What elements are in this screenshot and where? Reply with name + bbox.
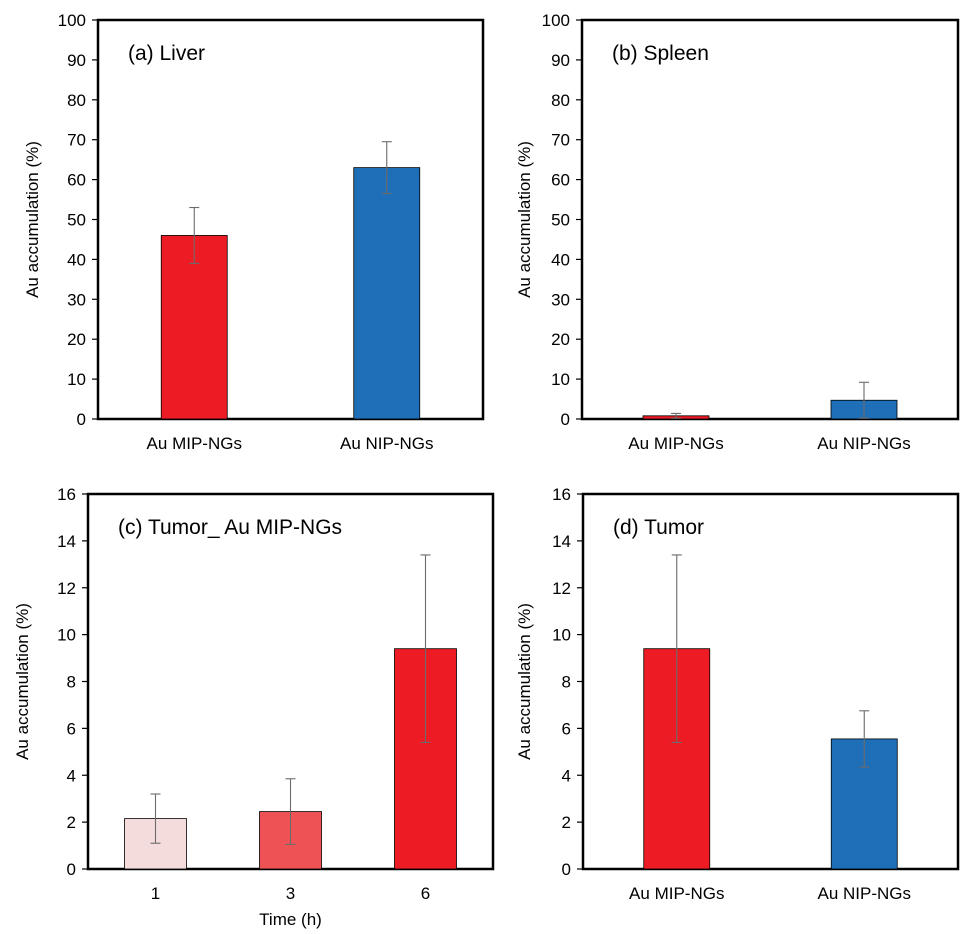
panel0-y-tick-label: 50 — [67, 211, 86, 230]
panel0-category-label-0: Au MIP-NGs — [147, 434, 242, 453]
panel0-y-tick-label: 40 — [67, 250, 86, 269]
panel3-y-tick-label: 16 — [552, 485, 571, 504]
panel1-y-tick-label: 50 — [551, 211, 570, 230]
panel3-y-tick-label: 8 — [562, 673, 571, 692]
panel0-error-bar-0 — [189, 206, 200, 264]
panel-c-tumor-time: 0 2 4 6 8 10 12 14 16 1 3 6 (c) Tumor_ Au MIP-NGs Au … — [13, 485, 495, 929]
panel2-title: (c) Tumor_ Au MIP-NGs — [118, 516, 342, 539]
panel2-y-tick-label: 14 — [57, 532, 76, 551]
panel1-y-tick-label: 10 — [551, 370, 570, 389]
panel0-y-tick-label: 0 — [77, 410, 86, 429]
panel1-y-axis-title: Au accumulation (%) — [515, 141, 534, 298]
panel2-error-bar-1 — [285, 778, 296, 845]
panel2-y-tick-label: 2 — [67, 813, 76, 832]
panel1-category-label-1: Au NIP-NGs — [817, 434, 911, 453]
panel2-y-tick-label: 4 — [67, 766, 76, 785]
panel-d-tumor: 0 2 4 6 8 10 12 14 16 Au MIP-NGs Au NIP-NGs (d) Tum… — [515, 485, 960, 903]
panel1-y-tick-label: 70 — [551, 131, 570, 150]
panel1-y-tick-label: 0 — [561, 410, 570, 429]
panel2-y-axis-title: Au accumulation (%) — [13, 603, 32, 760]
panel1-y-tick-label: 40 — [551, 250, 570, 269]
panel3-error-bar-1 — [859, 710, 870, 768]
panel1-error-bar-1 — [859, 381, 869, 419]
panel0-bar-1 — [353, 167, 421, 420]
panel3-title: (d) Tumor — [613, 516, 704, 539]
panel3-error-bar-0 — [671, 554, 682, 743]
panel3-category-label-0: Au MIP-NGs — [629, 884, 724, 903]
panel1-y-tick-label: 30 — [551, 290, 570, 309]
panel1-error-bar-0 — [671, 412, 681, 419]
panel2-category-label-0: 1 — [151, 884, 160, 903]
panel0-y-tick-label: 100 — [58, 11, 86, 30]
panel3-y-tick-label: 10 — [552, 626, 571, 645]
panel3-plot-frame — [581, 492, 960, 871]
panel3-y-tick-label: 12 — [552, 579, 571, 598]
panel1-y-tick-label: 90 — [551, 51, 570, 70]
panel2-error-bar-0 — [150, 793, 161, 844]
panel2-error-bar-2 — [420, 554, 431, 743]
panel-a-liver: 0 10 20 30 40 50 60 70 80 90 100 Au MIP-NGs Au NIP-N… — [23, 11, 485, 453]
panel0-y-tick-label: 80 — [67, 91, 86, 110]
panel3-y-axis-title: Au accumulation (%) — [515, 603, 534, 760]
panel0-y-tick-label: 60 — [67, 171, 86, 190]
panel2-category-label-1: 3 — [286, 884, 295, 903]
panel1-y-tick-label: 100 — [542, 11, 570, 30]
panel2-y-tick-label: 8 — [67, 673, 76, 692]
panel0-plot-frame — [96, 18, 485, 421]
panel0-error-bar-1 — [381, 141, 392, 195]
panel1-y-tick-label: 20 — [551, 330, 570, 349]
panel3-category-label-1: Au NIP-NGs — [817, 884, 911, 903]
panel0-category-label-1: Au NIP-NGs — [340, 434, 434, 453]
panel0-y-axis-title: Au accumulation (%) — [23, 141, 42, 298]
panel1-category-label-0: Au MIP-NGs — [628, 434, 723, 453]
panel3-y-tick-label: 0 — [562, 860, 571, 879]
panel2-y-tick-label: 10 — [57, 626, 76, 645]
panel3-y-tick-label: 14 — [552, 532, 571, 551]
panel3-y-tick-label: 2 — [562, 813, 571, 832]
panel3-y-tick-label: 6 — [562, 719, 571, 738]
panel3-bar-0 — [643, 648, 711, 870]
panel0-title: (a) Liver — [128, 42, 205, 65]
panel2-y-tick-label: 6 — [67, 719, 76, 738]
panel0-y-tick-label: 30 — [67, 290, 86, 309]
panel0-y-tick-label: 20 — [67, 330, 86, 349]
panel1-y-tick-label: 60 — [551, 171, 570, 190]
panel2-category-label-2: 6 — [421, 884, 430, 903]
panel2-y-tick-label: 12 — [57, 579, 76, 598]
panel-b-spleen: 0 10 20 30 40 50 60 70 80 90 100 Au MIP-NGs Au NIP-N… — [515, 11, 960, 453]
panel2-y-tick-label: 16 — [57, 485, 76, 504]
panel1-y-tick-label: 80 — [551, 91, 570, 110]
panel2-x-axis-title: Time (h) — [259, 910, 322, 929]
panel0-y-tick-label: 90 — [67, 51, 86, 70]
panel0-y-tick-label: 10 — [67, 370, 86, 389]
panel1-plot-frame — [580, 18, 960, 421]
panel2-y-tick-label: 0 — [67, 860, 76, 879]
panel0-y-tick-label: 70 — [67, 131, 86, 150]
panel0-bar-0 — [160, 235, 228, 420]
panel1-title: (b) Spleen — [612, 42, 709, 65]
panel3-y-tick-label: 4 — [562, 766, 571, 785]
